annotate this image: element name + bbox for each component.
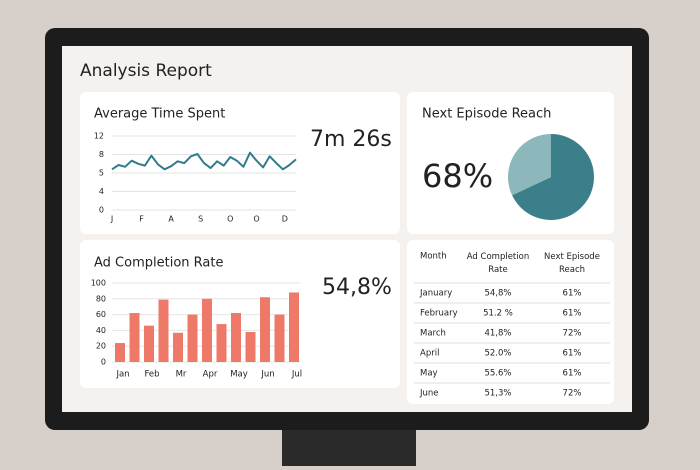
report-title: Analysis Report: [80, 61, 212, 81]
table-cell: February: [420, 309, 458, 319]
x-tick-label: F: [139, 215, 144, 224]
y-tick-label: 12: [94, 132, 104, 141]
table-cell: 41,8%: [484, 329, 511, 339]
bar: [158, 299, 169, 362]
table-cell: April: [420, 349, 439, 359]
pie-slice: [508, 134, 551, 196]
bar: [187, 314, 198, 362]
bar: [129, 313, 140, 362]
y-tick-label: 20: [96, 342, 106, 351]
table-cell: 61%: [563, 309, 582, 319]
table-cell: 72%: [563, 389, 582, 399]
metric: 7m 26s: [310, 127, 392, 152]
x-tick-label: May: [230, 370, 248, 380]
x-tick-label: O: [227, 215, 233, 224]
bar: [144, 325, 154, 362]
x-tick-label: O: [253, 215, 259, 224]
table-cell: 54,8%: [484, 289, 511, 299]
x-tick-label: J: [110, 215, 113, 224]
card-title: Next Episode Reach: [422, 107, 551, 122]
table-header: Ad Completion Rate: [467, 252, 529, 275]
table-cell: May: [420, 369, 438, 379]
x-tick-label: Apr: [203, 370, 218, 380]
y-tick-label: 100: [91, 279, 106, 288]
x-tick-label: A: [168, 215, 174, 224]
bar: [231, 313, 241, 362]
bar: [245, 331, 256, 362]
table-cell: 51,3%: [484, 389, 511, 399]
y-tick-label: 5: [99, 169, 104, 178]
x-tick-label: Feb: [144, 370, 159, 380]
y-tick-label: 0: [99, 206, 104, 215]
x-tick-label: Jun: [260, 370, 274, 380]
y-tick-label: 4: [99, 187, 104, 196]
bar: [260, 297, 270, 362]
y-tick-label: 8: [99, 150, 104, 159]
line: [111, 151, 297, 171]
table-cell: January: [419, 289, 452, 299]
metric: 54,8%: [322, 275, 392, 300]
table-cell: 72%: [563, 329, 582, 339]
table-cell: March: [420, 329, 446, 339]
bar: [216, 324, 227, 362]
bar: [173, 332, 183, 362]
pie-slice: [512, 134, 594, 221]
table-header: Next Episode Reach: [544, 252, 600, 275]
table-cell: 61%: [563, 369, 582, 379]
stand: [282, 428, 416, 468]
y-tick-label: 60: [96, 310, 106, 319]
table-cell: 55.6%: [484, 369, 511, 379]
bar: [289, 292, 299, 362]
x-tick-label: Mr: [176, 370, 187, 380]
card-title: Average Time Spent: [94, 107, 225, 122]
table-cell: 61%: [563, 349, 582, 359]
x-tick-label: Jul: [291, 370, 302, 380]
x-tick-label: Jan: [115, 370, 129, 380]
table-cell: 52.0%: [484, 349, 511, 359]
table-cell: 51.2 %: [483, 309, 513, 319]
table-header: Month: [420, 252, 447, 262]
x-tick-label: D: [282, 215, 288, 224]
y-tick-label: 40: [96, 326, 106, 335]
bar: [274, 314, 285, 362]
bar: [202, 298, 212, 362]
y-tick-label: 80: [96, 294, 106, 303]
x-tick-label: S: [198, 215, 203, 224]
bar: [115, 343, 125, 362]
table-cell: 61%: [563, 289, 582, 299]
y-tick-label: 0: [101, 358, 106, 367]
table-cell: June: [419, 389, 439, 399]
card-title: Ad Completion Rate: [94, 256, 223, 271]
metric: 68%: [422, 157, 493, 195]
